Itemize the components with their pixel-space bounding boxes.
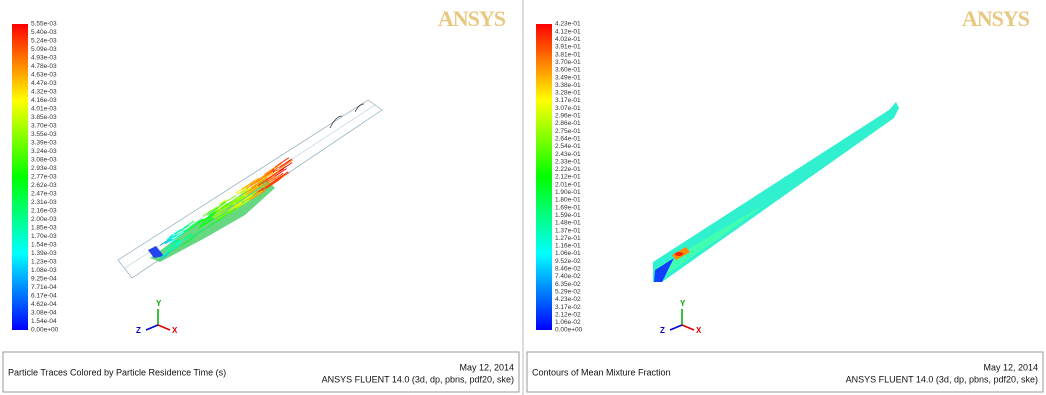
colorbar-label: 3.81e-01 [555, 51, 581, 58]
colorbar-label: 3.24e-03 [31, 148, 57, 155]
colorbar-label: 5.09e-03 [31, 46, 57, 53]
colorbar-label: 1.90e-01 [555, 189, 581, 196]
colorbar-label: 3.17e-02 [555, 304, 581, 311]
footer-title: Contours of Mean Mixture Fraction [532, 367, 671, 377]
colorbar-label: 3.70e-01 [555, 59, 581, 66]
colorbar-label: 1.80e-01 [555, 197, 581, 204]
colorbar-label: 4.62e-04 [31, 301, 57, 308]
colorbar-label: 1.85e-03 [31, 225, 57, 232]
colorbar-label: 5.55e-03 [31, 21, 57, 28]
colorbar-label: 3.17e-01 [555, 97, 581, 104]
colorbar-label: 1.54e-03 [31, 242, 57, 249]
contour-peak [675, 252, 683, 256]
colorbar-label: 2.16e-03 [31, 208, 57, 215]
colorbar-label: 2.12e-02 [555, 311, 581, 318]
footer-date: May 12, 2014 [983, 362, 1038, 372]
colorbar-label: 5.29e-02 [555, 288, 581, 295]
colorbar-label: 1.39e-03 [31, 250, 57, 257]
colorbar-label: 9.25e-04 [31, 276, 57, 283]
colorbar-label: 4.12e-01 [555, 28, 581, 35]
logo: ANSYS [438, 6, 506, 31]
colorbar-label: 2.62e-03 [31, 182, 57, 189]
colorbar-label: 8.46e-02 [555, 266, 581, 273]
colorbar-label: 1.06e-01 [555, 250, 581, 257]
footer-date: May 12, 2014 [459, 362, 514, 372]
colorbar-label: 1.23e-03 [31, 259, 57, 266]
colorbar-label: 3.38e-01 [555, 82, 581, 89]
axis-z-label: Z [660, 326, 665, 335]
colorbar-label: 0.00e+00 [555, 327, 583, 334]
colorbar-label: 2.33e-01 [555, 158, 581, 165]
colorbar-label: 2.75e-01 [555, 128, 581, 135]
colorbar-label: 1.59e-01 [555, 212, 581, 219]
screen: 5.55e-035.40e-03 5.24e-035.09e-03 4.93e-03… [0, 0, 1046, 395]
colorbar-label: 4.93e-03 [31, 55, 57, 62]
footer-title: Particle Traces Colored by Particle Resi… [8, 367, 226, 377]
colorbar-label: 2.22e-01 [555, 166, 581, 173]
colorbar-label: 1.70e-03 [31, 233, 57, 240]
colorbar-label: 4.63e-03 [31, 72, 57, 79]
colorbar-label: 3.49e-01 [555, 74, 581, 81]
colorbar-label: 2.01e-01 [555, 181, 581, 188]
colorbar-label: 3.55e-03 [31, 131, 57, 138]
colorbar-label: 3.07e-01 [555, 105, 581, 112]
colorbar-label: 1.69e-01 [555, 204, 581, 211]
colorbar-label: 1.37e-01 [555, 227, 581, 234]
colorbar-label: 4.16e-03 [31, 97, 57, 104]
colorbar-label: 5.40e-03 [31, 29, 57, 36]
colorbar-label: 3.08e-04 [31, 310, 57, 317]
colorbar-label: 0.00e+00 [31, 327, 59, 334]
logo: ANSYS [962, 6, 1030, 31]
colorbar-label: 9.52e-02 [555, 258, 581, 265]
colorbar-label: 7.40e-02 [555, 273, 581, 280]
colorbar-label: 2.00e-03 [31, 216, 57, 223]
axis-y-label: Y [156, 299, 162, 308]
colorbar-label: 3.70e-03 [31, 123, 57, 130]
axis-y-label: Y [680, 299, 686, 308]
colorbar-label: 3.91e-01 [555, 44, 581, 51]
colorbar-label: 2.86e-01 [555, 120, 581, 127]
colorbar-label: 2.47e-03 [31, 191, 57, 198]
axis-x-label: X [172, 326, 178, 335]
colorbar-label: 4.23e-01 [555, 21, 581, 28]
colorbar-label: 5.24e-03 [31, 38, 57, 45]
colorbar-label: 4.47e-03 [31, 80, 57, 87]
page: 5.55e-035.40e-03 5.24e-035.09e-03 4.93e-03… [0, 0, 1046, 395]
colorbar-label: 6.35e-02 [555, 281, 581, 288]
colorbar-label: 4.23e-02 [555, 296, 581, 303]
colorbar-label: 2.96e-01 [555, 113, 581, 120]
colorbar-label: 4.32e-03 [31, 89, 57, 96]
axis-z-label: Z [136, 326, 141, 335]
colorbar-label: 3.60e-01 [555, 67, 581, 74]
footer-info: ANSYS FLUENT 14.0 (3d, dp, pbns, pdf20, … [846, 374, 1038, 384]
colorbar-label: 6.17e-04 [31, 293, 57, 300]
colorbar-label: 1.06e-02 [555, 319, 581, 326]
colorbar-label: 3.85e-03 [31, 114, 57, 121]
colorbar-label: 4.78e-03 [31, 63, 57, 70]
colorbar-label: 4.01e-03 [31, 106, 57, 113]
colorbar-label: 2.77e-03 [31, 174, 57, 181]
colorbar-label: 2.93e-03 [31, 165, 57, 172]
colorbar-label: 1.16e-01 [555, 243, 581, 250]
footer-info: ANSYS FLUENT 14.0 (3d, dp, pbns, pdf20, … [322, 374, 514, 384]
colorbar-label: 2.12e-01 [555, 174, 581, 181]
colorbar-label: 2.54e-01 [555, 143, 581, 150]
colorbar-label: 2.64e-01 [555, 135, 581, 142]
colorbar-label: 2.31e-03 [31, 199, 57, 206]
colorbar-label: 2.43e-01 [555, 151, 581, 158]
colorbar-label: 4.02e-01 [555, 36, 581, 43]
colorbar [12, 24, 28, 330]
colorbar-label: 3.28e-01 [555, 90, 581, 97]
colorbar-label: 1.48e-01 [555, 220, 581, 227]
colorbar-label: 3.39e-03 [31, 140, 57, 147]
colorbar [536, 24, 552, 330]
axis-x-label: X [696, 326, 702, 335]
colorbar-label: 7.71e-04 [31, 284, 57, 291]
colorbar-label: 1.08e-03 [31, 267, 57, 274]
colorbar-label: 1.54e-04 [31, 318, 57, 325]
colorbar-label: 3.08e-03 [31, 157, 57, 164]
colorbar-label: 1.27e-01 [555, 235, 581, 242]
